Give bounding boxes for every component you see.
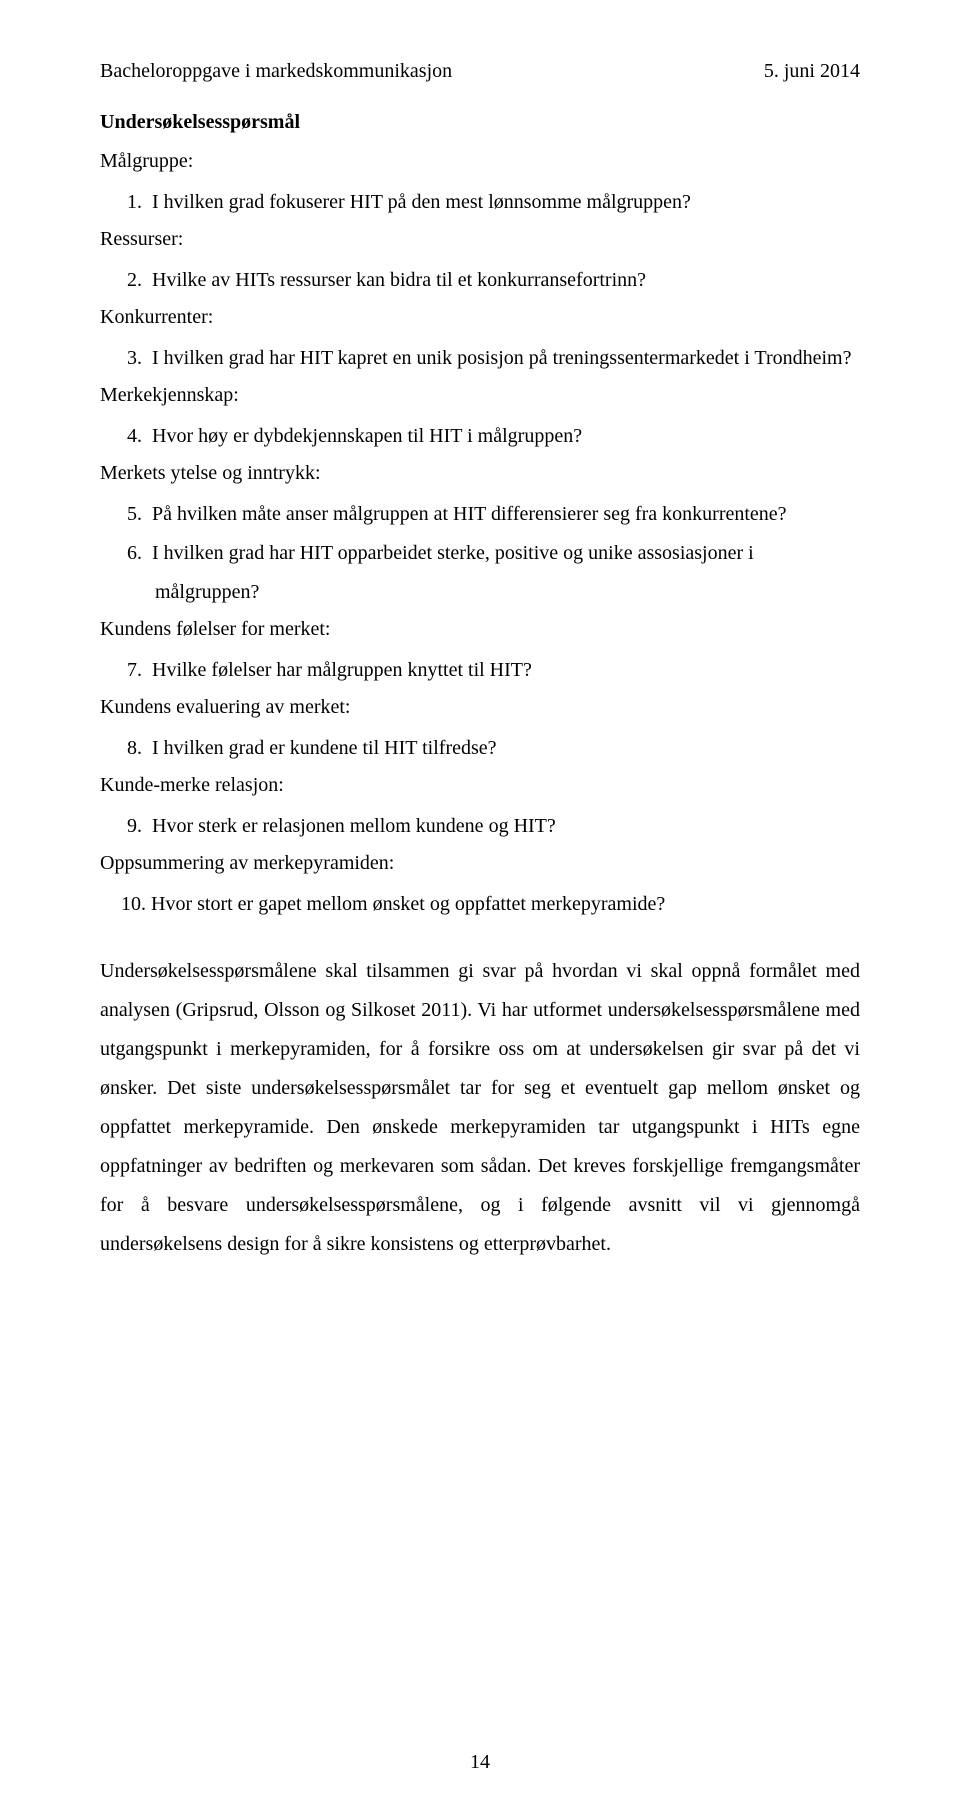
page-header: Bacheloroppgave i markedskommunikasjon 5… (100, 60, 860, 83)
item-number: 7. (127, 659, 142, 681)
header-right: 5. juni 2014 (764, 60, 860, 83)
list-item: 4. Hvor høy er dybdekjennskapen til HIT … (100, 417, 860, 456)
item-number: 3. (127, 347, 142, 369)
list-item: 6. I hvilken grad har HIT opparbeidet st… (100, 534, 860, 612)
list-item: 9. Hvor sterk er relasjonen mellom kunde… (100, 807, 860, 846)
group-label: Konkurrenter: (100, 306, 860, 329)
item-text: I hvilken grad har HIT opparbeidet sterk… (152, 542, 754, 603)
item-number: 6. (127, 542, 142, 564)
list-item: 8. I hvilken grad er kundene til HIT til… (100, 729, 860, 768)
list-item: 10. Hvor stort er gapet mellom ønsket og… (100, 885, 860, 924)
list-item: 3. I hvilken grad har HIT kapret en unik… (100, 339, 860, 378)
item-text: Hvor stort er gapet mellom ønsket og opp… (151, 893, 665, 915)
list-item: 7. Hvilke følelser har målgruppen knytte… (100, 651, 860, 690)
group-label: Kundens følelser for merket: (100, 618, 860, 641)
item-text: Hvor høy er dybdekjennskapen til HIT i m… (152, 425, 582, 447)
item-text: Hvilke følelser har målgruppen knyttet t… (152, 659, 532, 681)
item-text: I hvilken grad har HIT kapret en unik po… (152, 347, 851, 369)
group-label: Merkekjennskap: (100, 384, 860, 407)
page-number: 14 (0, 1751, 960, 1774)
item-number: 2. (127, 269, 142, 291)
item-text: Hvor sterk er relasjonen mellom kundene … (152, 815, 556, 837)
section-heading: Undersøkelsesspørsmål (100, 111, 860, 134)
item-number: 1. (127, 191, 142, 213)
item-text: I hvilken grad fokuserer HIT på den mest… (152, 191, 691, 213)
item-text: Hvilke av HITs ressurser kan bidra til e… (152, 269, 646, 291)
list-item: 5. På hvilken måte anser målgruppen at H… (100, 495, 860, 534)
item-number: 5. (127, 503, 142, 525)
item-text: I hvilken grad er kundene til HIT tilfre… (152, 737, 497, 759)
content-body: Målgruppe: 1. I hvilken grad fokuserer H… (100, 150, 860, 924)
item-number: 8. (127, 737, 142, 759)
body-paragraph: Undersøkelsesspørsmålene skal tilsammen … (100, 952, 860, 1264)
group-label: Merkets ytelse og inntrykk: (100, 462, 860, 485)
group-label: Oppsummering av merkepyramiden: (100, 852, 860, 875)
item-number: 4. (127, 425, 142, 447)
list-item: 1. I hvilken grad fokuserer HIT på den m… (100, 183, 860, 222)
group-label: Kundens evaluering av merket: (100, 696, 860, 719)
header-left: Bacheloroppgave i markedskommunikasjon (100, 60, 452, 83)
item-number: 9. (127, 815, 142, 837)
item-text: På hvilken måte anser målgruppen at HIT … (152, 503, 787, 525)
group-label: Ressurser: (100, 228, 860, 251)
group-label: Kunde-merke relasjon: (100, 774, 860, 797)
item-number: 10. (121, 893, 146, 915)
list-item: 2. Hvilke av HITs ressurser kan bidra ti… (100, 261, 860, 300)
group-label: Målgruppe: (100, 150, 860, 173)
